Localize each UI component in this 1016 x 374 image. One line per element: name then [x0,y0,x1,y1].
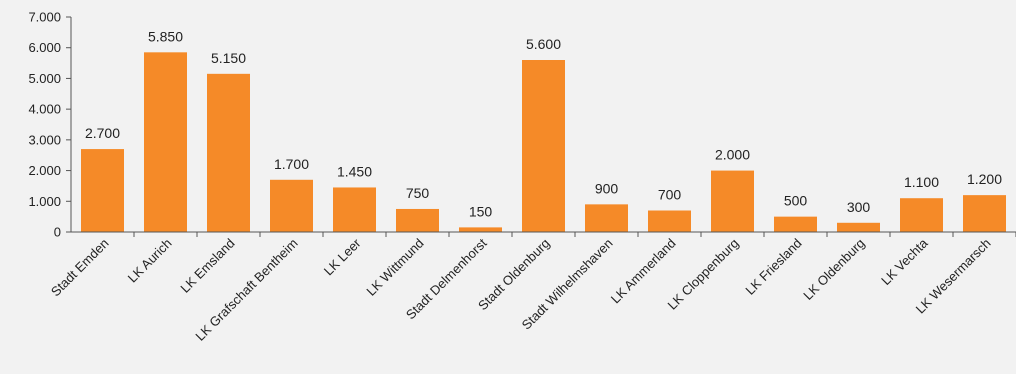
bar [900,198,943,232]
data-label: 300 [847,199,871,215]
data-label: 1.100 [904,174,939,190]
x-tick-label: LK Vechta [878,235,931,288]
y-axis: 0 1.000 2.000 3.000 4.000 5.000 6.000 7.000 [28,10,72,240]
y-tick-label: 5.000 [28,71,61,86]
bar [333,187,376,232]
bar [837,222,880,232]
data-label: 2.000 [715,147,750,163]
data-label: 900 [595,180,619,196]
data-label-group: 2.700 5.850 5.150 1.700 1.450 750 150 5.600 900 7… [85,28,1002,219]
bar [396,208,439,232]
x-tick-label: LK Emsland [177,236,237,296]
x-tick-label: LK Ammerland [608,236,679,307]
bar [585,204,628,232]
data-label: 2.700 [85,125,120,141]
x-tick-label: LK Leer [321,235,364,278]
bar [270,179,313,232]
x-tick-label: LK Aurich [125,236,175,286]
bar [144,52,187,232]
data-label: 700 [658,187,682,203]
data-label: 500 [784,193,808,209]
data-label: 750 [406,185,430,201]
y-tick-label: 3.000 [28,132,61,147]
data-label: 5.150 [211,50,246,66]
data-label: 5.600 [526,36,561,52]
y-tick-label: 4.000 [28,102,61,117]
y-tick-label: 0 [54,225,61,240]
data-label: 150 [469,203,493,219]
x-tick-label: LK Oldenburg [800,236,867,303]
y-tick-label: 2.000 [28,163,61,178]
y-tick-label: 1.000 [28,194,61,209]
data-label: 1.450 [337,163,372,179]
bar [81,149,124,232]
bar-group [81,52,1006,232]
data-label: 1.200 [967,171,1002,187]
bar [522,60,565,232]
bar [711,170,754,232]
x-tick-label: LK Grafschaft Bentheim [192,236,300,344]
data-label: 5.850 [148,28,183,44]
bar [207,73,250,232]
bar [963,195,1006,232]
x-tick-label: LK Friesland [742,236,804,298]
data-label: 1.700 [274,156,309,172]
y-tick-label: 6.000 [28,40,61,55]
x-tick-label: Stadt Emden [48,236,112,300]
bar [648,210,691,232]
y-tick-label: 7.000 [28,10,61,25]
x-tick-label: LK Wittmund [363,236,426,299]
bar [774,216,817,232]
bar [459,227,502,232]
